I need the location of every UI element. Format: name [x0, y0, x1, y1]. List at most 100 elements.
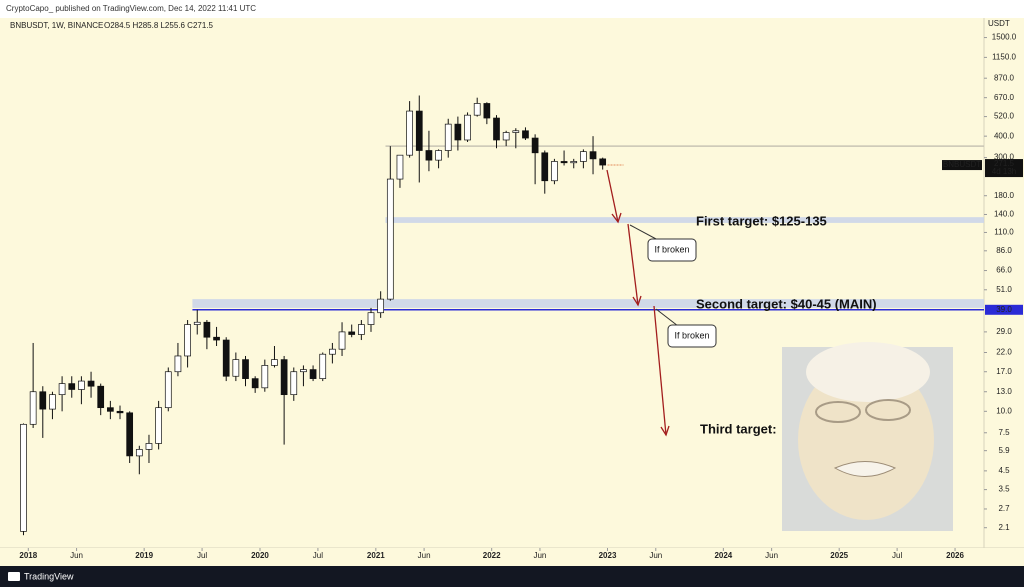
candle-body [87, 380, 95, 387]
candle-body [358, 324, 365, 335]
y-tick-label: 4.5 [998, 466, 1010, 475]
x-tick-label: Jun [649, 551, 662, 560]
x-tick-label: Jul [197, 551, 207, 560]
y-tick-label: 22.0 [996, 348, 1012, 357]
y-tick-label: 870.0 [994, 73, 1015, 82]
ohlc: O284.5 H285.8 L255.6 C271.5 [104, 21, 214, 30]
arrows [606, 169, 670, 437]
header: CryptoCapo_ published on TradingView.com… [6, 4, 256, 13]
candle-body [290, 371, 298, 396]
candle-body [493, 117, 500, 141]
candle-body [232, 359, 240, 377]
y-tick-label: 300.0 [994, 153, 1015, 162]
candle-body [145, 443, 153, 450]
callouts [629, 224, 717, 348]
x-tick-label: Jul [892, 551, 902, 560]
y-tick-label: 10.0 [996, 406, 1012, 415]
y-tick-label: 400.0 [994, 131, 1015, 140]
candle-body [599, 158, 607, 166]
candle-body [261, 365, 269, 389]
candle-body [49, 394, 56, 410]
y-tick-label: 2.7 [998, 504, 1010, 513]
countdown: 4d 13h [992, 167, 1016, 176]
candle-body [174, 355, 182, 373]
y-tick-label: 670.0 [994, 93, 1015, 102]
x-tick-label: 2025 [830, 551, 848, 560]
axis-bg [984, 18, 1024, 548]
candle-body [300, 369, 307, 373]
y-tick-label: 66.0 [996, 266, 1012, 275]
candle-body [522, 130, 529, 139]
candle-body [483, 103, 491, 119]
candle-body [425, 150, 433, 161]
y-tick-label: 86.0 [996, 246, 1012, 255]
candle-body [377, 298, 385, 314]
x-tick-label: 2026 [946, 551, 964, 560]
candle-body [444, 123, 452, 151]
y-tick-label: 51.0 [996, 285, 1012, 294]
candle-body [435, 150, 442, 161]
symbol-label: BNBUSDT [943, 160, 981, 169]
candle-body [473, 103, 481, 116]
callout-text: If broken [654, 244, 689, 254]
level-badge [985, 304, 1023, 315]
x-tick-label: 2022 [483, 551, 501, 560]
candle-body [309, 369, 317, 379]
y-tick-label: 140.0 [994, 210, 1015, 219]
candle-body [512, 130, 520, 133]
candle-body [570, 161, 578, 164]
y-tick-label: 17.0 [996, 367, 1012, 376]
y-tick-label: 7.5 [998, 428, 1010, 437]
candle-body [155, 407, 162, 444]
y-tick-label: 29.0 [996, 327, 1012, 336]
x-tick-label: Jun [70, 551, 83, 560]
candle-body [367, 312, 375, 325]
candle-body [164, 371, 172, 409]
candle-body [560, 161, 568, 164]
footer-bg [0, 566, 1024, 587]
y-tick-label: 5.9 [998, 446, 1010, 455]
y-tick-label: 1150.0 [992, 52, 1016, 61]
y-unit: USDT [988, 19, 1010, 28]
target-band [192, 299, 985, 308]
candle-body [29, 391, 37, 425]
x-tick-label: 2023 [599, 551, 617, 560]
y-tick-label: 3.5 [998, 485, 1010, 494]
y-tick-label: 1500.0 [992, 33, 1017, 42]
candle-body [580, 151, 587, 162]
symbol-badge [942, 160, 982, 171]
annotation: First target: $125-135 [696, 213, 827, 228]
candle-body [107, 407, 114, 412]
footer: TradingView [24, 571, 74, 581]
candle-body [502, 132, 510, 141]
x-tick-label: Jun [418, 551, 431, 560]
candle-body [338, 331, 346, 350]
target-band [385, 217, 985, 223]
candle-body [39, 391, 47, 410]
candle-body [203, 321, 211, 338]
annotation: Third target: [700, 421, 777, 436]
candle-body [116, 410, 124, 414]
candle-body [280, 359, 288, 396]
price-badge [985, 159, 1023, 178]
candle-body [97, 385, 105, 409]
y-tick-label: 110.0 [994, 228, 1014, 237]
x-tick-label: Jun [765, 551, 778, 560]
candle-body [213, 336, 220, 341]
candle-body [319, 353, 327, 379]
level-label: 39.0 [996, 305, 1012, 314]
candle-body [406, 110, 413, 156]
candle-body [348, 331, 356, 335]
y-tick-label: 180.0 [994, 191, 1015, 200]
price-label: 271.5 [994, 159, 1015, 168]
candle-body [242, 359, 249, 379]
annotation: Second target: $40-45 (MAIN) [696, 296, 877, 311]
picture [782, 342, 953, 531]
chart-title: BNBUSDT, 1W, BINANCE [10, 21, 103, 30]
y-tick-label: 2.1 [998, 523, 1010, 532]
candle-body [184, 324, 191, 357]
candle-body [68, 383, 76, 390]
candle-body [531, 137, 539, 154]
candle-body [415, 110, 423, 151]
x-tick-label: 2024 [714, 551, 732, 560]
